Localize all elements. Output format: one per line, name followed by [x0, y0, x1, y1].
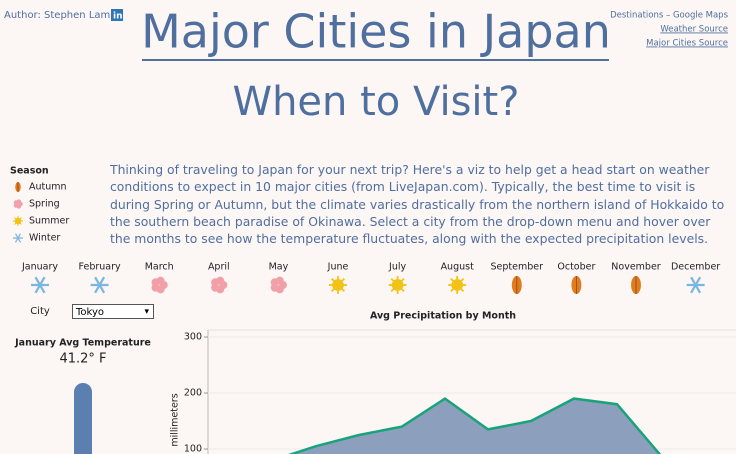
- legend-label: Winter: [29, 233, 60, 244]
- icon-part: [156, 276, 165, 285]
- y-axis-label: millimeters: [170, 393, 181, 446]
- icon-part: [216, 276, 225, 285]
- city-label: City: [30, 306, 50, 317]
- legend-icon: [13, 199, 23, 209]
- month-label[interactable]: June: [327, 262, 349, 273]
- icon-part: [391, 279, 404, 291]
- legend-label: Summer: [29, 216, 69, 227]
- temperature-title: January Avg Temperature: [14, 338, 151, 349]
- description: Thinking of traveling to Japan for your …: [110, 162, 725, 247]
- month-icon: [151, 276, 168, 294]
- legend-icon: [13, 233, 23, 243]
- month-icon: [388, 276, 407, 294]
- month-label[interactable]: September: [491, 262, 544, 273]
- source-link[interactable]: Major Cities Source: [646, 39, 728, 49]
- chart-title: Avg Precipitation by Month: [370, 311, 516, 322]
- month-icon: [686, 276, 705, 294]
- icon-part: [14, 233, 22, 243]
- icon-part: [690, 276, 702, 294]
- icon-part: [34, 276, 46, 294]
- month-icon: [211, 276, 228, 294]
- month-label[interactable]: July: [388, 262, 406, 273]
- month-label[interactable]: March: [145, 262, 174, 273]
- title[interactable]: Major Cities in Japan: [141, 5, 611, 59]
- city-dropdown[interactable]: Tokyo: [72, 304, 154, 320]
- linkedin-icon[interactable]: [111, 9, 123, 21]
- month-label[interactable]: May: [269, 262, 289, 273]
- linkedin-icon-text: in: [113, 12, 123, 22]
- thermometer: [74, 383, 92, 454]
- icon-part: [275, 276, 284, 285]
- month-icon: [631, 276, 641, 294]
- icon-part: [14, 217, 22, 225]
- author: Author: Stephen Lam: [4, 10, 110, 21]
- temperature-value: 41.2° F: [59, 352, 106, 367]
- line: [288, 397, 661, 454]
- legend-label: Autumn: [29, 182, 67, 193]
- legend-title: Season: [10, 166, 49, 177]
- icon-part: [16, 199, 22, 204]
- y-tick-label: 300: [184, 332, 202, 343]
- month-label[interactable]: November: [611, 262, 661, 273]
- month-label[interactable]: January: [21, 262, 58, 273]
- legend-icon: [13, 216, 23, 226]
- subtitle: When to Visit?: [233, 79, 520, 125]
- month-label[interactable]: February: [79, 262, 121, 273]
- icon-part: [94, 276, 106, 294]
- month-icon: [31, 276, 49, 294]
- icon-part: [332, 279, 344, 291]
- area: [292, 398, 660, 454]
- month-icon: [571, 276, 582, 294]
- legend-label: Spring: [29, 199, 60, 210]
- source-link[interactable]: Weather Source: [660, 25, 728, 35]
- month-icon: [329, 276, 347, 294]
- month-icon: [270, 276, 287, 294]
- month-icon: [511, 276, 522, 294]
- month-icon: [90, 276, 109, 294]
- legend-icon: [15, 182, 21, 192]
- month-icon: [448, 276, 467, 294]
- y-tick-label: 100: [184, 444, 202, 454]
- month-label[interactable]: August: [441, 262, 475, 273]
- source-link[interactable]: Destinations – Google Maps: [610, 11, 728, 21]
- month-label[interactable]: April: [208, 262, 230, 273]
- icon-part: [451, 279, 464, 291]
- y-tick-label: 200: [184, 388, 202, 399]
- month-label[interactable]: October: [557, 262, 595, 273]
- month-label[interactable]: December: [671, 262, 720, 273]
